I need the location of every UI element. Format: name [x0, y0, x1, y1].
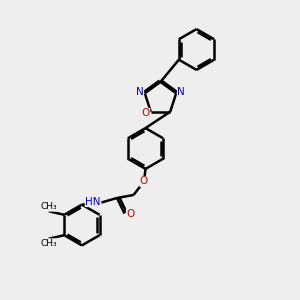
Text: N: N — [136, 87, 144, 97]
Text: CH₃: CH₃ — [40, 239, 57, 248]
Text: N: N — [177, 87, 185, 97]
Text: O: O — [140, 176, 148, 187]
Text: O: O — [142, 108, 150, 118]
Text: CH₃: CH₃ — [40, 202, 57, 211]
Text: O: O — [126, 208, 135, 219]
Text: HN: HN — [85, 196, 101, 207]
